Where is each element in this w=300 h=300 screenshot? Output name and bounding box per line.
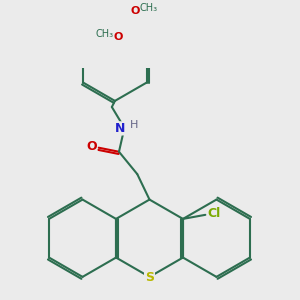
Text: O: O <box>113 32 123 42</box>
Text: Cl: Cl <box>208 207 221 220</box>
Text: CH₃: CH₃ <box>140 3 158 13</box>
Text: CH₃: CH₃ <box>96 29 114 39</box>
Text: H: H <box>130 120 138 130</box>
Text: O: O <box>86 140 97 153</box>
Text: N: N <box>115 122 125 135</box>
Text: S: S <box>145 272 154 284</box>
Text: O: O <box>130 6 140 16</box>
